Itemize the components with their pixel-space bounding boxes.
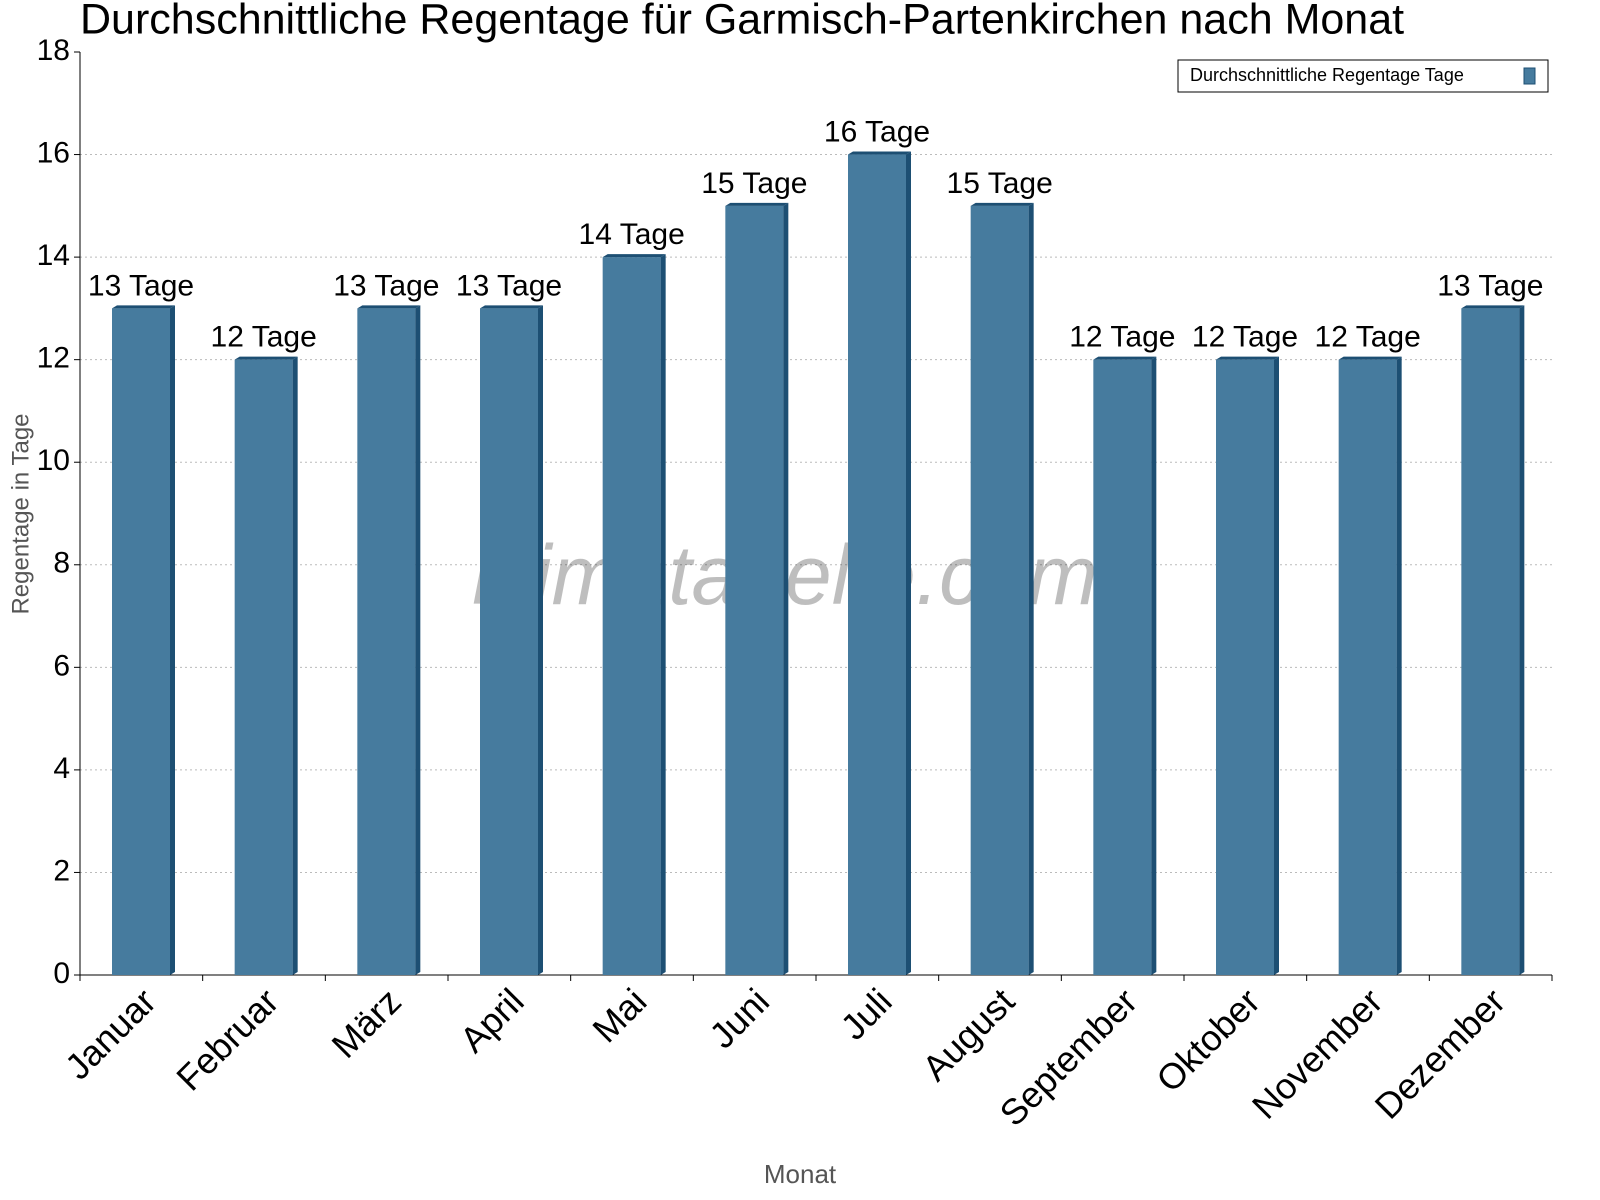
bar-group — [357, 305, 421, 975]
x-tick-label: Oktober — [1148, 980, 1268, 1100]
value-label: 12 Tage — [211, 321, 317, 354]
bar-top — [848, 151, 911, 155]
bar-group — [725, 202, 789, 976]
bar-group — [234, 356, 298, 976]
bar — [848, 154, 906, 976]
x-tick-label: November — [1244, 980, 1390, 1126]
bar-side — [170, 305, 175, 975]
bar — [112, 308, 170, 975]
bar-group — [848, 151, 911, 976]
bar-side — [1519, 305, 1525, 975]
x-tick-label: Mai — [584, 980, 654, 1050]
bar — [1093, 359, 1152, 976]
legend: Durchschnittliche Regentage Tage — [1177, 59, 1549, 93]
x-tick-label: Januar — [57, 980, 164, 1087]
bar — [1338, 359, 1397, 976]
bar-top — [234, 356, 298, 360]
bar — [970, 205, 1029, 976]
legend-swatch — [1523, 67, 1536, 85]
bar-group — [970, 202, 1034, 976]
bar-side — [660, 254, 666, 976]
bar-top — [357, 305, 421, 309]
x-axis-label: Monat — [764, 1159, 837, 1189]
bar — [234, 359, 293, 976]
bar-top — [725, 202, 789, 206]
x-tick-label: April — [452, 980, 532, 1060]
bar-top — [112, 305, 175, 309]
value-label: 13 Tage — [88, 269, 194, 302]
x-tick-label: August — [914, 980, 1022, 1088]
x-tick-label: Juli — [833, 980, 900, 1047]
y-tick-label: 18 — [37, 34, 70, 67]
bar-top — [480, 305, 543, 309]
bar-top — [1461, 305, 1525, 309]
value-label: 12 Tage — [1069, 321, 1175, 354]
y-tick-label: 8 — [53, 547, 70, 580]
bar — [357, 308, 416, 975]
bar — [602, 257, 661, 976]
bar-side — [1396, 356, 1402, 976]
bar-top — [1338, 356, 1402, 360]
y-tick-label: 0 — [53, 957, 70, 990]
bar-group — [602, 254, 666, 976]
value-label: 13 Tage — [1437, 269, 1543, 302]
y-tick-label: 16 — [37, 136, 70, 169]
bar-side — [538, 305, 543, 975]
legend-label: Durchschnittliche Regentage Tage — [1190, 65, 1464, 85]
x-tick-label: März — [323, 980, 409, 1066]
value-label: 12 Tage — [1192, 321, 1298, 354]
bar — [1216, 359, 1274, 976]
bar-top — [1216, 356, 1279, 360]
value-label: 15 Tage — [947, 167, 1053, 200]
bar-group — [480, 305, 543, 975]
bar-side — [1274, 356, 1279, 976]
bar-top — [970, 202, 1034, 206]
bar — [1461, 308, 1520, 975]
bar-group — [1338, 356, 1402, 976]
bar-side — [415, 305, 421, 975]
legend-box — [1177, 59, 1549, 93]
y-tick-label: 2 — [53, 854, 70, 887]
bar-side — [783, 202, 789, 976]
x-tick-label: Februar — [168, 980, 286, 1098]
bar-top — [1093, 356, 1157, 360]
bar-group — [1093, 356, 1157, 976]
y-axis-label: Regentage in Tage — [7, 413, 34, 614]
chart-title: Durchschnittliche Regentage für Garmisch… — [80, 0, 1404, 43]
value-label: 16 Tage — [824, 115, 930, 148]
bar — [725, 205, 784, 976]
bar-group — [1216, 356, 1279, 976]
value-label: 14 Tage — [579, 218, 685, 251]
bar-side — [1151, 356, 1157, 976]
x-tick-label: Juni — [701, 980, 777, 1056]
value-label: 12 Tage — [1315, 321, 1421, 354]
y-tick-label: 14 — [37, 239, 70, 272]
value-label: 13 Tage — [456, 269, 562, 302]
y-tick-label: 10 — [37, 444, 70, 477]
bar — [480, 308, 538, 975]
bar-group — [112, 305, 175, 975]
bar-top — [602, 254, 666, 258]
value-label: 13 Tage — [333, 269, 439, 302]
value-label: 15 Tage — [701, 167, 807, 200]
bar-side — [292, 356, 298, 976]
bar-group — [1461, 305, 1525, 975]
x-tick-label: Dezember — [1367, 980, 1513, 1126]
bar-side — [1028, 202, 1034, 976]
y-tick-label: 6 — [53, 649, 70, 682]
y-tick-label: 4 — [53, 752, 70, 785]
y-tick-label: 12 — [37, 342, 70, 375]
bar-side — [906, 151, 911, 976]
